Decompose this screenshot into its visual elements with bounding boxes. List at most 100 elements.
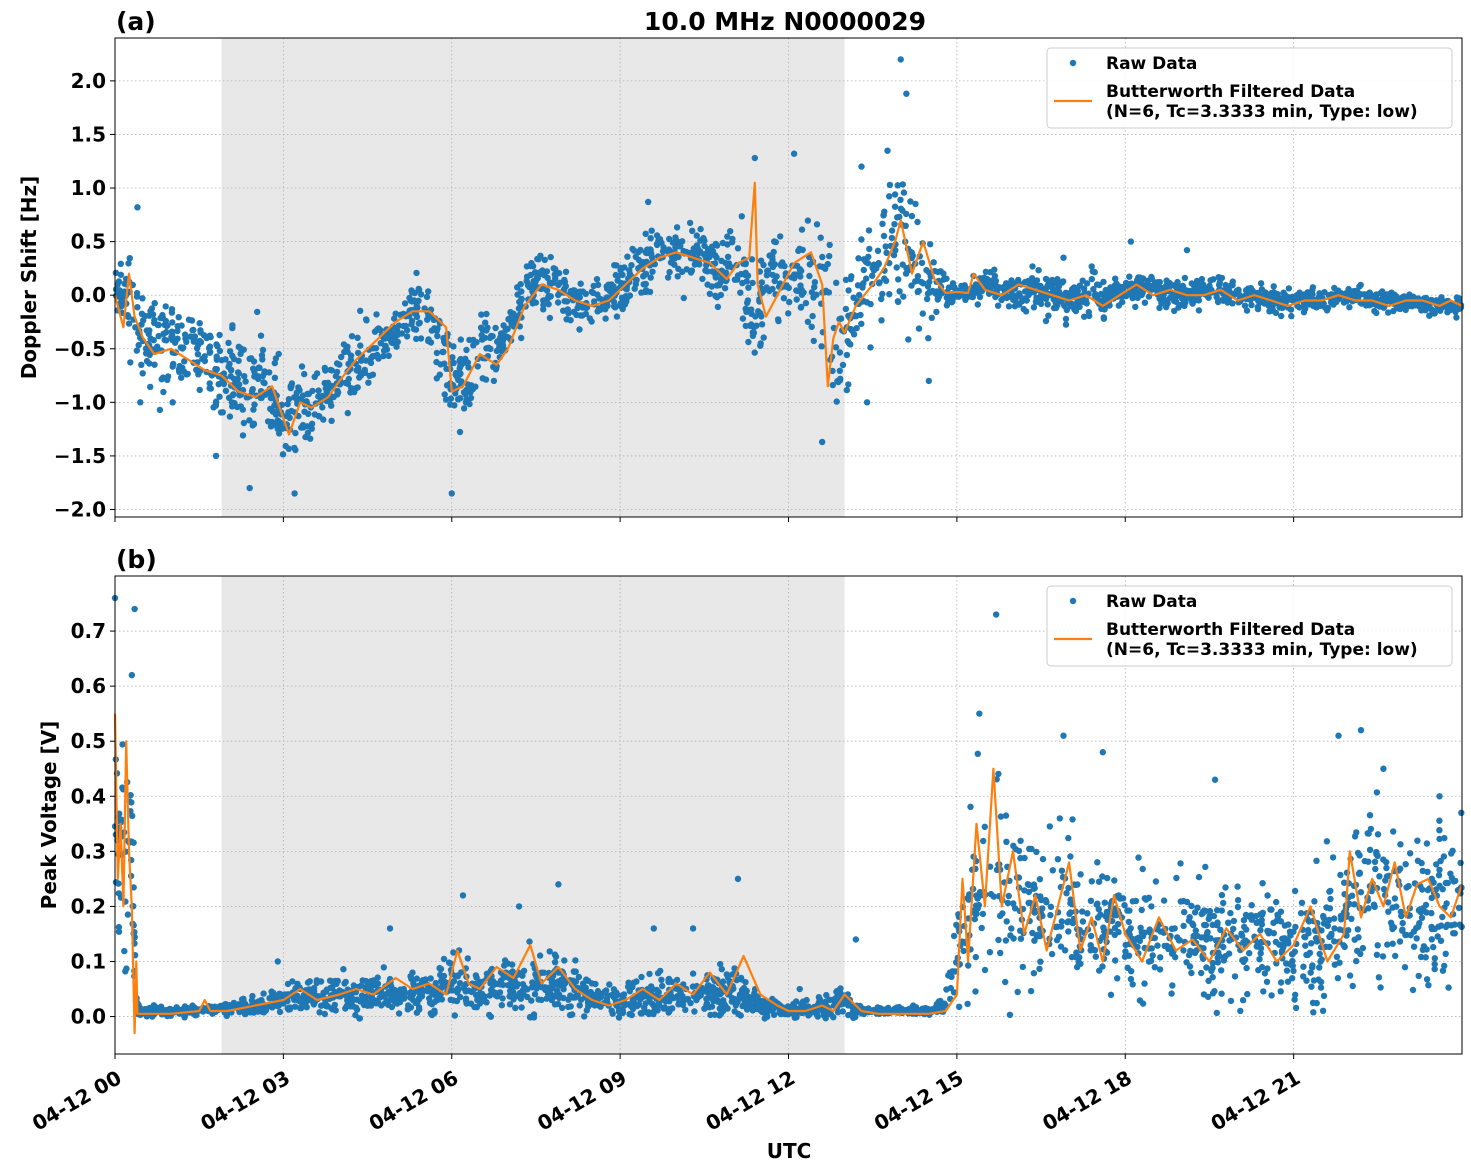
raw-data-point bbox=[1348, 892, 1356, 899]
raw-data-point bbox=[748, 256, 756, 263]
raw-data-point bbox=[127, 792, 134, 799]
raw-data-point bbox=[1148, 275, 1156, 282]
raw-data-point bbox=[1268, 992, 1275, 999]
raw-data-point bbox=[786, 298, 793, 306]
raw-data-point bbox=[450, 949, 457, 956]
raw-data-point bbox=[567, 1003, 574, 1010]
raw-data-point bbox=[924, 290, 932, 297]
raw-data-point bbox=[517, 303, 524, 310]
raw-data-point bbox=[447, 996, 454, 1003]
raw-data-point bbox=[691, 1008, 698, 1015]
raw-data-point bbox=[383, 346, 391, 353]
raw-data-point bbox=[1458, 809, 1465, 816]
raw-data-point bbox=[338, 353, 345, 361]
raw-data-point bbox=[142, 350, 150, 357]
raw-data-point bbox=[758, 321, 766, 328]
raw-data-point bbox=[1119, 298, 1126, 306]
raw-data-point bbox=[1006, 1011, 1014, 1018]
raw-data-point bbox=[450, 978, 458, 985]
raw-data-point bbox=[1419, 303, 1426, 311]
raw-data-point bbox=[562, 268, 570, 275]
raw-data-point bbox=[197, 327, 204, 334]
raw-data-point bbox=[653, 241, 661, 249]
raw-data-point bbox=[1239, 957, 1246, 964]
raw-data-point bbox=[506, 1001, 514, 1008]
raw-data-point bbox=[1424, 886, 1432, 894]
raw-data-point bbox=[1331, 938, 1338, 945]
raw-data-point bbox=[633, 1002, 641, 1009]
raw-data-point bbox=[811, 284, 818, 291]
raw-data-point bbox=[823, 998, 830, 1005]
raw-data-point bbox=[905, 336, 912, 343]
raw-data-point bbox=[1056, 815, 1064, 822]
raw-data-point bbox=[486, 334, 494, 341]
raw-data-point bbox=[656, 236, 664, 243]
raw-data-point bbox=[1414, 837, 1421, 844]
raw-data-point bbox=[1402, 861, 1409, 868]
raw-data-point bbox=[915, 325, 923, 332]
raw-data-point bbox=[440, 972, 448, 980]
night-shade-region bbox=[221, 38, 845, 517]
raw-data-point bbox=[878, 317, 885, 324]
raw-data-point bbox=[1351, 901, 1358, 908]
raw-data-point bbox=[714, 303, 722, 311]
raw-data-point bbox=[1346, 304, 1353, 311]
raw-data-point bbox=[162, 303, 169, 310]
raw-data-point bbox=[982, 268, 990, 275]
raw-data-point bbox=[1151, 964, 1159, 971]
raw-data-point bbox=[260, 1009, 268, 1016]
raw-data-point bbox=[1261, 299, 1268, 307]
raw-data-point bbox=[369, 371, 377, 378]
raw-data-point bbox=[696, 261, 703, 268]
raw-data-point bbox=[1003, 838, 1010, 845]
raw-data-point bbox=[1190, 932, 1197, 940]
raw-data-point bbox=[702, 267, 709, 274]
raw-data-point bbox=[1414, 857, 1422, 864]
raw-data-point bbox=[465, 987, 472, 994]
raw-data-point bbox=[561, 957, 568, 964]
raw-data-point bbox=[808, 323, 815, 330]
raw-data-point bbox=[980, 837, 987, 845]
raw-data-point bbox=[1203, 964, 1210, 971]
raw-data-point bbox=[348, 385, 355, 392]
raw-data-point bbox=[251, 401, 258, 408]
raw-data-point bbox=[276, 1008, 284, 1016]
raw-data-point bbox=[1443, 900, 1450, 907]
raw-data-point bbox=[742, 260, 749, 267]
raw-data-point bbox=[1244, 990, 1251, 998]
raw-data-point bbox=[606, 287, 613, 295]
raw-data-point bbox=[725, 263, 732, 270]
raw-data-point bbox=[899, 261, 906, 268]
raw-data-point bbox=[992, 293, 999, 301]
raw-data-point bbox=[756, 309, 764, 317]
raw-data-point bbox=[1292, 1004, 1300, 1012]
raw-data-point bbox=[1310, 977, 1318, 984]
raw-data-point bbox=[648, 250, 655, 257]
raw-data-point bbox=[1019, 963, 1026, 971]
raw-data-point bbox=[749, 1007, 756, 1014]
raw-data-point bbox=[974, 905, 981, 912]
raw-data-point bbox=[646, 970, 653, 978]
raw-data-point bbox=[842, 305, 850, 313]
y-tick-label: 0.2 bbox=[71, 894, 106, 918]
raw-data-point bbox=[1103, 908, 1111, 916]
y-tick-label: 0.6 bbox=[71, 674, 106, 698]
raw-data-point bbox=[251, 373, 258, 380]
grid-lines bbox=[115, 38, 1462, 517]
raw-data-point bbox=[615, 1014, 623, 1021]
raw-data-point bbox=[1037, 293, 1044, 300]
raw-data-point bbox=[1002, 978, 1009, 986]
raw-data-point bbox=[893, 264, 900, 271]
raw-data-point bbox=[992, 611, 1000, 618]
raw-data-point bbox=[748, 306, 755, 313]
raw-data-point bbox=[1370, 901, 1378, 908]
raw-data-point bbox=[974, 895, 981, 902]
raw-data-point bbox=[143, 357, 151, 365]
y-tick-label: 1.0 bbox=[71, 176, 106, 200]
raw-data-point bbox=[576, 1002, 583, 1009]
raw-data-point bbox=[469, 386, 476, 393]
raw-data-point bbox=[1188, 969, 1195, 977]
raw-data-point bbox=[302, 1000, 309, 1007]
raw-data-point bbox=[234, 375, 241, 383]
raw-data-point bbox=[836, 349, 844, 356]
